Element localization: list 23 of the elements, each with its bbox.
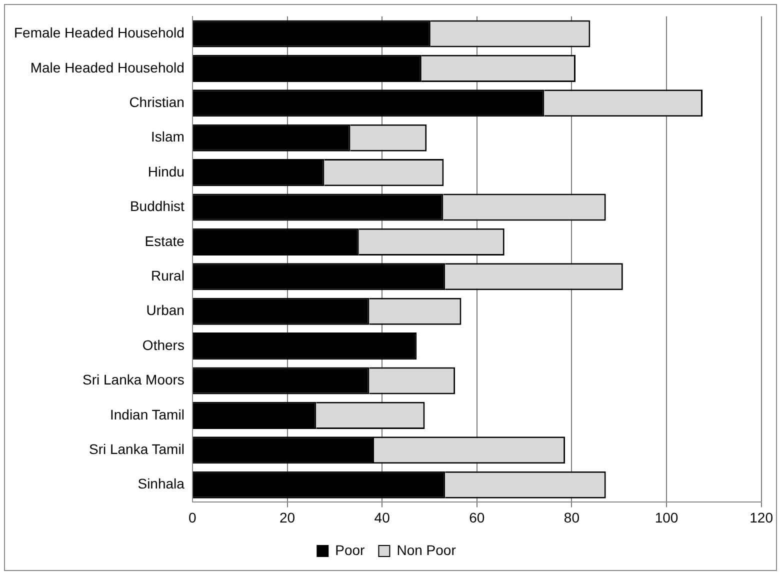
y-tick-label: Indian Tamil: [110, 406, 184, 422]
x-tick-label: 60: [469, 509, 485, 526]
y-tick-label: Male Headed Household: [30, 59, 184, 76]
y-tick-label: Rural: [150, 268, 184, 284]
y-tick-label: Sinhala: [138, 476, 185, 492]
x-tick-label: 100: [654, 509, 678, 526]
x-tick-label: 0: [188, 509, 197, 526]
x-tick-label: 20: [279, 509, 296, 526]
y-tick-label: Others: [142, 336, 184, 353]
y-tick-label: Buddhist: [130, 198, 185, 214]
y-tick-label: Urban: [146, 302, 184, 318]
x-tick-label: 120: [750, 509, 774, 526]
y-tick-label: Estate: [144, 232, 185, 249]
y-tick-label: Hindu: [148, 163, 184, 180]
y-tick-label: Islam: [150, 128, 184, 145]
y-tick-label: Sri Lanka Moors: [82, 372, 184, 388]
legend-label: Non Poor: [396, 542, 456, 558]
y-tick-label: Sri Lanka Tamil: [88, 441, 184, 458]
y-tick-label: Female Headed Household: [14, 24, 184, 41]
x-tick-label: 80: [564, 509, 580, 526]
legend-label: Poor: [335, 542, 366, 558]
y-tick-label: Christian: [129, 94, 184, 110]
x-tick-label: 40: [374, 509, 390, 526]
